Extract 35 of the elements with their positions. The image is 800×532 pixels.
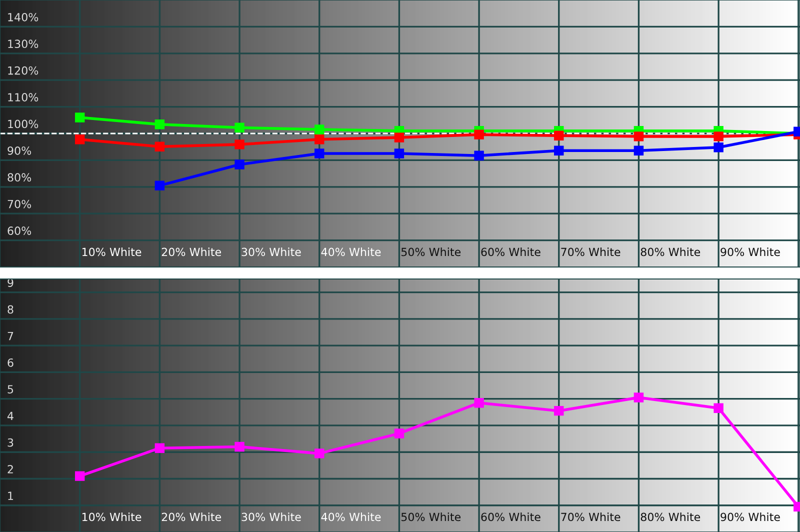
- x-tick-label: 70% White: [561, 512, 620, 522]
- y-tick-label: 120%: [8, 66, 38, 75]
- x-tick-label: 40% White: [321, 512, 381, 522]
- x-tick-label: 10% White: [82, 512, 142, 522]
- y-tick-label: 80%: [8, 173, 32, 182]
- y-tick-label: 2: [8, 464, 13, 474]
- y-tick-label: 100%: [8, 120, 38, 128]
- x-tick-label: 40% White: [321, 248, 381, 256]
- x-tick-label: 90% White: [720, 248, 780, 256]
- x-tick-label: 20% White: [162, 248, 222, 256]
- x-tick-label: 20% White: [162, 512, 222, 522]
- y-tick-label: 60%: [8, 226, 32, 235]
- y-tick-label: 70%: [8, 200, 32, 208]
- x-tick-label: 60% White: [481, 248, 540, 256]
- y-tick-label: 1: [8, 492, 13, 500]
- y-tick-label: 140%: [8, 12, 38, 22]
- y-tick-label: 7: [8, 332, 14, 340]
- x-tick-label: 80% White: [640, 248, 700, 256]
- x-tick-label: 90% White: [720, 512, 780, 522]
- x-tick-label: 80% White: [640, 512, 700, 522]
- y-tick-label: 5: [8, 385, 14, 394]
- y-tick-label: 8: [8, 305, 14, 314]
- y-tick-label: 130%: [8, 40, 38, 48]
- x-tick-label: 50% White: [401, 248, 461, 256]
- y-tick-label: 4: [7, 412, 14, 420]
- y-tick-label: 110%: [8, 93, 38, 102]
- y-tick-label: 90%: [8, 146, 32, 155]
- y-tick-label: 6: [8, 358, 14, 367]
- x-tick-label: 70% White: [561, 248, 620, 256]
- x-tick-label: 10% White: [82, 248, 142, 256]
- x-tick-label: 50% White: [401, 512, 461, 522]
- x-tick-label: 30% White: [242, 512, 301, 522]
- x-tick-label: 60% White: [481, 512, 540, 522]
- y-tick-label: 3: [8, 438, 14, 447]
- x-tick-label: 30% White: [242, 248, 301, 256]
